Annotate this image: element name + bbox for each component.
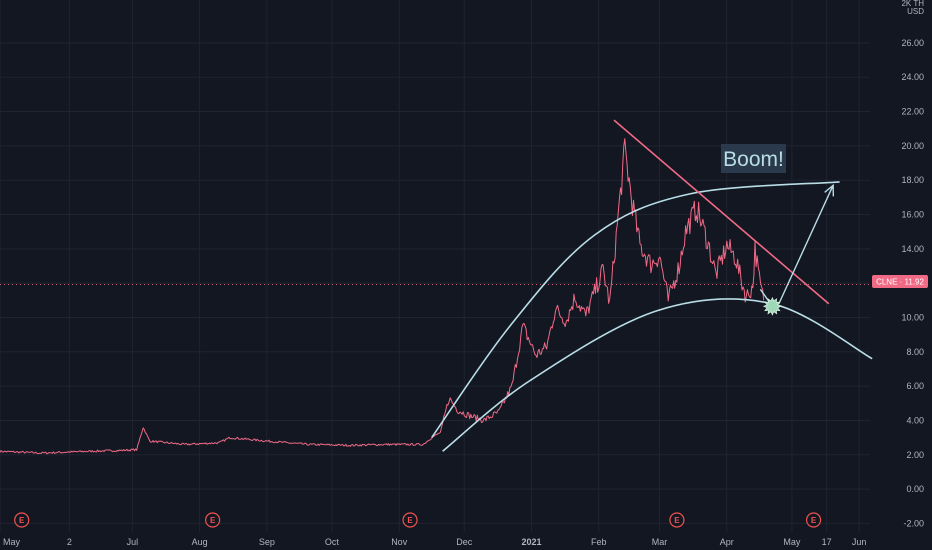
earnings-event-label: E: [407, 516, 413, 525]
y-tick-label: 6.00: [906, 381, 924, 391]
y-tick-label: 2.00: [906, 450, 924, 460]
y-tick-label: 4.00: [906, 415, 924, 425]
y-tick-label: 0.00: [906, 484, 924, 494]
x-tick-label: Aug: [192, 537, 208, 547]
y-tick-label: 18.00: [901, 175, 924, 185]
x-tick-label: Feb: [591, 537, 607, 547]
x-tick-label: May: [3, 537, 21, 547]
y-tick-label: 14.00: [901, 244, 924, 254]
x-tick-label: Dec: [456, 537, 473, 547]
y-tick-label: 8.00: [906, 347, 924, 357]
price-scale-unit-bottom: USD: [907, 7, 924, 16]
y-tick-label: 16.00: [901, 210, 924, 220]
earnings-event-label: E: [674, 516, 680, 525]
x-tick-label: Sep: [259, 537, 275, 547]
x-tick-label: Oct: [325, 537, 340, 547]
x-tick-label: Jul: [127, 537, 139, 547]
x-tick-label: Apr: [720, 537, 734, 547]
note-text: Boom!: [723, 148, 784, 171]
y-tick-label: -2.00: [903, 518, 924, 528]
y-tick-label: 22.00: [901, 107, 924, 117]
x-tick-label: Mar: [652, 537, 668, 547]
earnings-event-label: E: [210, 516, 216, 525]
x-tick-label: 2: [67, 537, 72, 547]
earnings-event-label: E: [811, 516, 817, 525]
price-badge-text: CLNE · 11.92: [876, 278, 924, 287]
current-price-badge: CLNE · 11.92: [872, 275, 928, 288]
y-tick-label: 26.00: [901, 38, 924, 48]
x-tick-label: Jun: [852, 537, 867, 547]
x-tick-label: Nov: [391, 537, 408, 547]
x-tick-label: 17: [822, 537, 832, 547]
x-tick-label: May: [783, 537, 801, 547]
y-tick-label: 10.00: [901, 312, 924, 322]
y-tick-label: 24.00: [901, 72, 924, 82]
y-tick-label: 20.00: [901, 141, 924, 151]
x-tick-label: 2021: [522, 537, 542, 547]
earnings-event-label: E: [19, 516, 25, 525]
